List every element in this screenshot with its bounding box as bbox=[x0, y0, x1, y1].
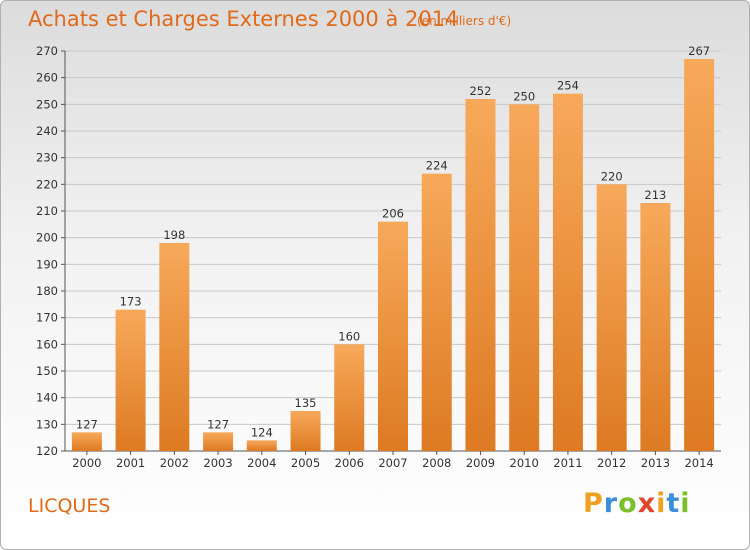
x-tick-label: 2003 bbox=[203, 456, 232, 470]
data-label: 220 bbox=[601, 169, 623, 183]
data-label: 206 bbox=[382, 207, 404, 221]
data-label: 224 bbox=[426, 159, 448, 173]
data-label: 173 bbox=[120, 295, 142, 309]
x-tick-label: 2011 bbox=[553, 456, 582, 470]
data-label: 127 bbox=[207, 417, 229, 431]
x-tick-label: 2012 bbox=[597, 456, 626, 470]
x-tick-label: 2004 bbox=[247, 456, 276, 470]
bar bbox=[552, 93, 583, 452]
y-tick-label: 200 bbox=[36, 231, 58, 245]
x-tick-label: 2002 bbox=[160, 456, 189, 470]
y-tick-label: 140 bbox=[36, 391, 58, 405]
y-tick-label: 220 bbox=[36, 177, 58, 191]
x-tick-label: 2009 bbox=[466, 456, 495, 470]
bar bbox=[684, 59, 715, 451]
data-label: 135 bbox=[295, 396, 317, 410]
bar bbox=[465, 99, 496, 451]
bar bbox=[290, 411, 321, 451]
y-tick-label: 160 bbox=[36, 337, 58, 351]
bar bbox=[159, 243, 190, 451]
data-label: 124 bbox=[251, 425, 273, 439]
bar bbox=[378, 221, 408, 451]
x-tick-label: 2005 bbox=[291, 456, 320, 470]
y-tick-label: 170 bbox=[36, 311, 58, 325]
data-label: 250 bbox=[513, 89, 535, 103]
y-tick-label: 260 bbox=[36, 71, 58, 85]
y-tick-label: 180 bbox=[36, 284, 58, 298]
x-tick-label: 2013 bbox=[641, 456, 670, 470]
data-label: 252 bbox=[469, 84, 491, 98]
x-tick-label: 2010 bbox=[510, 456, 539, 470]
x-tick-label: 2007 bbox=[378, 456, 407, 470]
bar bbox=[596, 184, 627, 452]
y-tick-label: 230 bbox=[36, 151, 58, 165]
y-tick-label: 270 bbox=[36, 44, 58, 58]
bar bbox=[509, 104, 540, 451]
place-name: LICQUES bbox=[28, 495, 111, 517]
bar bbox=[203, 432, 234, 451]
x-tick-label: 2014 bbox=[684, 456, 713, 470]
x-tick-label: 2006 bbox=[335, 456, 364, 470]
data-label: 160 bbox=[338, 329, 360, 343]
y-tick-label: 240 bbox=[36, 124, 58, 138]
x-tick-label: 2008 bbox=[422, 456, 451, 470]
bar bbox=[334, 344, 365, 451]
data-label: 267 bbox=[688, 44, 710, 58]
y-tick-label: 120 bbox=[36, 444, 58, 458]
bar bbox=[115, 309, 146, 451]
y-tick-label: 130 bbox=[36, 417, 58, 431]
data-label: 198 bbox=[163, 228, 185, 242]
data-label: 254 bbox=[557, 79, 579, 93]
data-label: 127 bbox=[76, 417, 98, 431]
bar bbox=[71, 432, 102, 451]
proxiti-logo: Proxiti bbox=[583, 488, 691, 519]
x-tick-label: 2001 bbox=[116, 456, 145, 470]
chart-title: Achats et Charges Externes 2000 à 2014 bbox=[28, 7, 459, 31]
bar bbox=[421, 173, 452, 451]
chart-subtitle: (en milliers d'€) bbox=[417, 14, 512, 28]
y-tick-label: 210 bbox=[36, 204, 58, 218]
bar bbox=[640, 203, 671, 451]
bar bbox=[246, 440, 277, 451]
y-tick-label: 250 bbox=[36, 97, 58, 111]
y-tick-label: 150 bbox=[36, 364, 58, 378]
y-tick-label: 190 bbox=[36, 257, 58, 271]
data-label: 213 bbox=[644, 188, 666, 202]
x-tick-label: 2000 bbox=[72, 456, 101, 470]
